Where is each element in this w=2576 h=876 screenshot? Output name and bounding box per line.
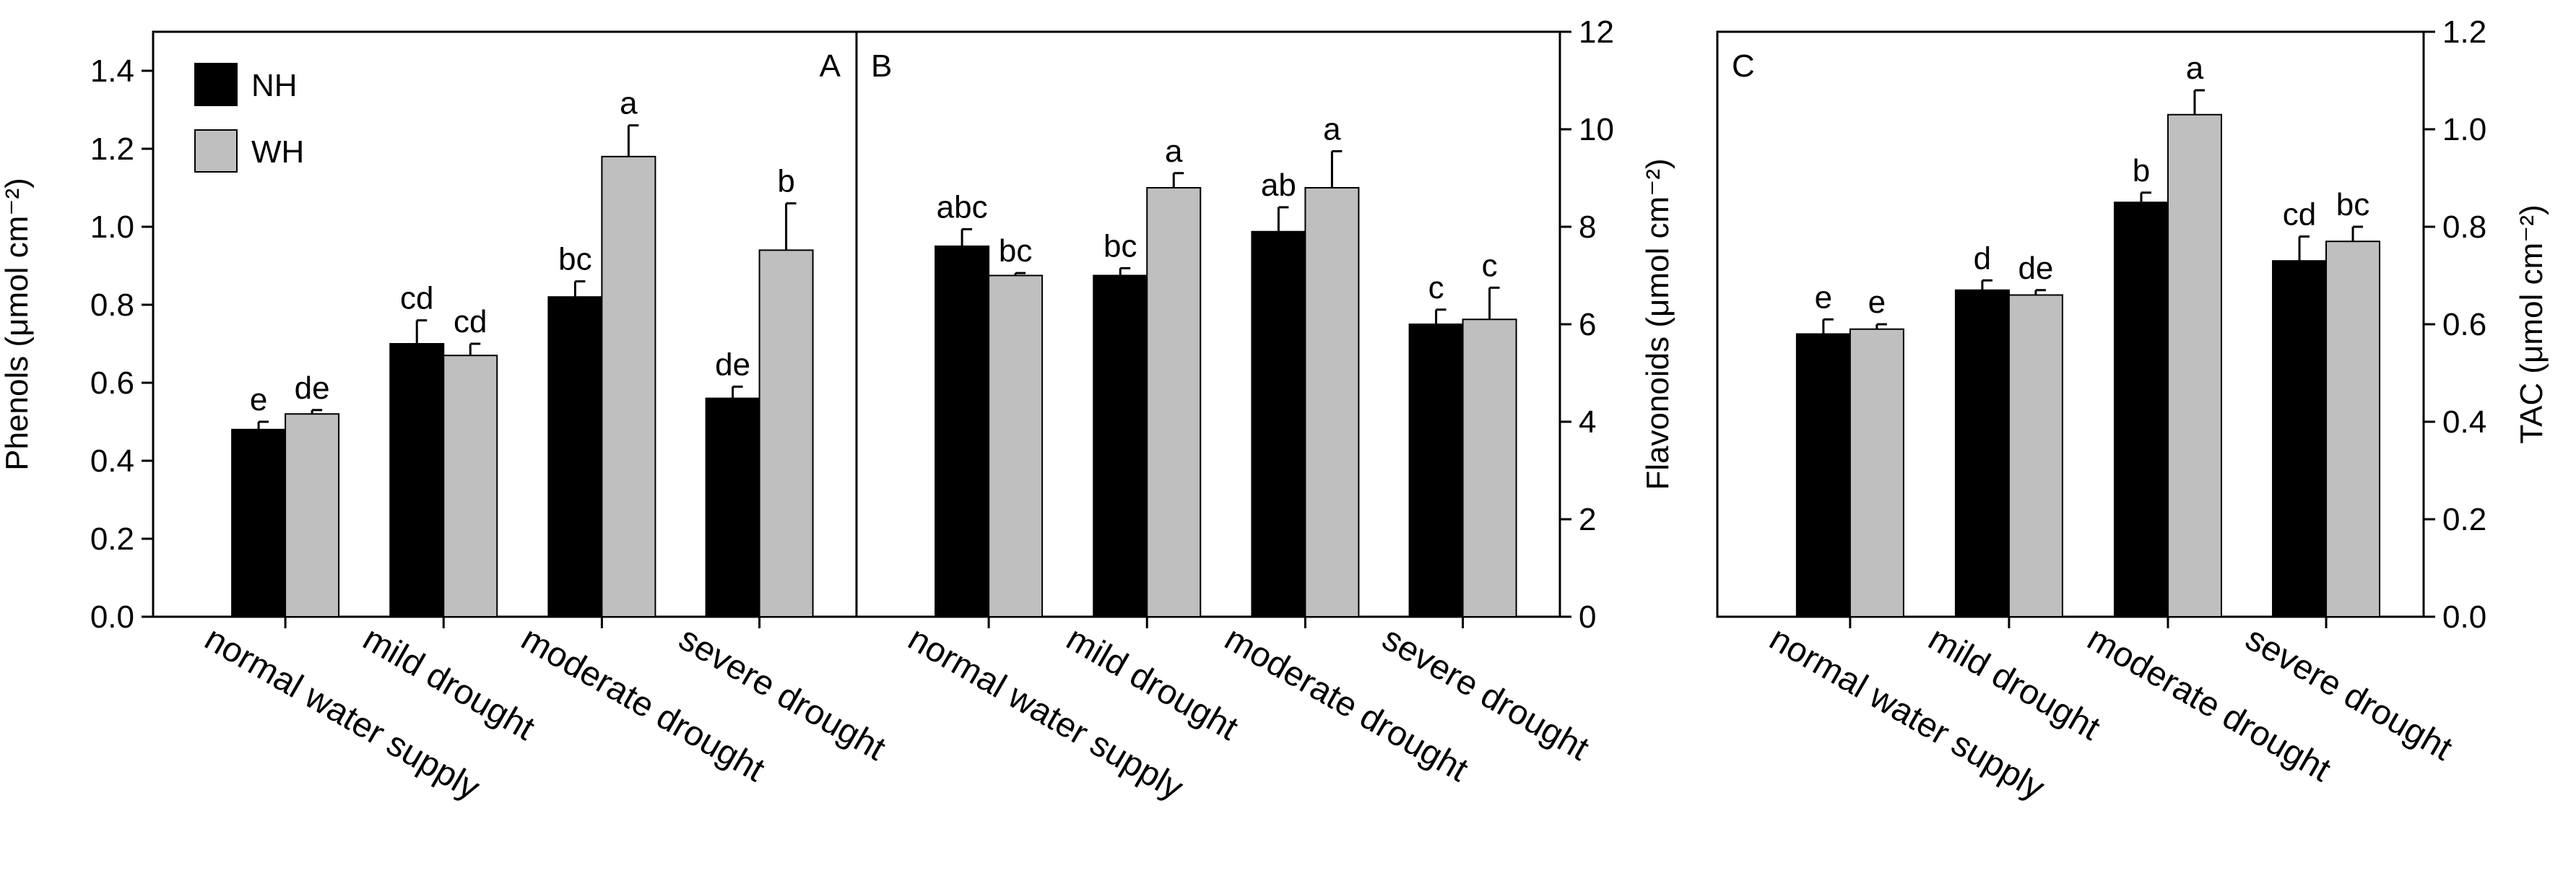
legend-label: NH	[251, 68, 298, 103]
significance-label: de	[715, 347, 750, 382]
bar-wh-normal-water-supply	[988, 274, 1044, 617]
y-tick-label: 1.0	[90, 209, 134, 245]
significance-label: a	[1165, 134, 1183, 169]
y-tick-label: 12	[1579, 14, 1614, 50]
significance-label: bc	[1103, 228, 1137, 264]
significance-label: ab	[1261, 168, 1296, 203]
legend-swatch-wh	[194, 129, 238, 173]
y-tick-label: 10	[1579, 112, 1614, 147]
y-axis-title: Phenols (μmol cm⁻²)	[0, 178, 35, 471]
significance-label: abc	[937, 189, 988, 225]
panel-letter: B	[871, 48, 892, 84]
bar-nh-mild-drought	[389, 343, 445, 617]
significance-label: bc	[999, 233, 1032, 269]
y-tick-label: 6	[1579, 307, 1596, 342]
bar-nh-normal-water-supply	[231, 428, 287, 617]
significance-label: bc	[2336, 187, 2369, 222]
significance-label: c	[1482, 248, 1498, 283]
panel-letter: A	[820, 48, 841, 84]
significance-label: cd	[400, 281, 433, 316]
significance-label: de	[2018, 251, 2053, 286]
y-tick-label: 2	[1579, 502, 1596, 537]
x-category-label: normal water supply	[1763, 620, 2050, 808]
bar-wh-moderate-drought	[1304, 187, 1360, 617]
significance-label: e	[250, 382, 267, 417]
bar-wh-severe-drought	[758, 249, 814, 617]
bar-wh-moderate-drought	[601, 155, 656, 618]
bar-wh-normal-water-supply	[285, 413, 340, 617]
y-tick-label: 0.2	[2442, 502, 2486, 537]
bar-wh-moderate-drought	[2167, 113, 2222, 617]
bar-nh-mild-drought	[1954, 289, 2010, 617]
bar-nh-moderate-drought	[2113, 201, 2169, 617]
panel-a: 0.0 0.2 0.4 0.6 0.8 1.0 1.2 1.4 Phenols (μmol cm…	[0, 30, 892, 808]
y-tick-label: 0	[1579, 599, 1596, 635]
bar-nh-severe-drought	[2272, 260, 2328, 617]
y-tick-label: 4	[1579, 404, 1596, 440]
bar-wh-normal-water-supply	[1849, 328, 1904, 617]
legend-swatch-nh	[194, 63, 238, 106]
significance-label: a	[620, 86, 638, 121]
bar-wh-severe-drought	[2325, 240, 2381, 617]
y-tick-label: 0.6	[90, 365, 134, 401]
bar-wh-mild-drought	[443, 355, 498, 617]
y-tick-label: 0.4	[2442, 404, 2486, 440]
x-category-label: normal water supply	[199, 620, 486, 808]
significance-label: d	[1974, 240, 1991, 276]
y-tick-label: 0.4	[90, 443, 134, 479]
panel-letter: C	[1732, 48, 1755, 84]
y-tick-label: 0.6	[2442, 307, 2486, 342]
bar-wh-mild-drought	[2008, 294, 2063, 617]
panel-c: 0.0 0.2 0.4 0.6 0.8 1.0 1.2 TAC (μmol cm⁻²) Ce e n…	[1716, 14, 2549, 808]
significance-label: cd	[2283, 197, 2316, 233]
y-tick-label: 1.2	[2442, 14, 2486, 50]
significance-label: bc	[558, 242, 591, 277]
significance-label: a	[2186, 51, 2204, 86]
x-category-label: normal water supply	[902, 620, 1189, 808]
legend-label: WH	[251, 134, 304, 170]
bar-nh-severe-drought	[705, 397, 760, 617]
significance-label: b	[777, 164, 794, 199]
significance-label: de	[295, 370, 330, 406]
significance-label: b	[2133, 153, 2150, 188]
y-tick-label: 1.2	[90, 131, 134, 167]
bar-wh-severe-drought	[1462, 318, 1517, 617]
bar-nh-moderate-drought	[547, 296, 603, 617]
bar-nh-moderate-drought	[1251, 230, 1306, 617]
bar-nh-severe-drought	[1408, 324, 1464, 617]
y-tick-label: 0.8	[90, 287, 134, 323]
significance-label: cd	[454, 304, 487, 339]
bar-nh-mild-drought	[1093, 274, 1148, 617]
y-tick-label: 0.8	[2442, 209, 2486, 245]
significance-label: e	[1868, 285, 1886, 320]
y-tick-label: 1.0	[2442, 112, 2486, 147]
y-tick-label: 0.0	[2442, 599, 2486, 635]
significance-label: c	[1428, 270, 1444, 305]
significance-label: a	[1323, 111, 1341, 147]
y-tick-label: 1.4	[90, 53, 134, 89]
bar-nh-normal-water-supply	[1795, 333, 1851, 617]
bar-wh-mild-drought	[1146, 187, 1202, 617]
bar-nh-normal-water-supply	[934, 246, 990, 617]
y-axis-title: Flavonoids (μmol cm⁻²)	[1640, 158, 1675, 490]
y-tick-label: 0.0	[90, 599, 134, 635]
y-axis-title: TAC (μmol cm⁻²)	[2514, 204, 2549, 443]
significance-label: e	[1815, 279, 1832, 315]
y-tick-label: 0.2	[90, 521, 134, 557]
y-tick-label: 8	[1579, 209, 1596, 245]
